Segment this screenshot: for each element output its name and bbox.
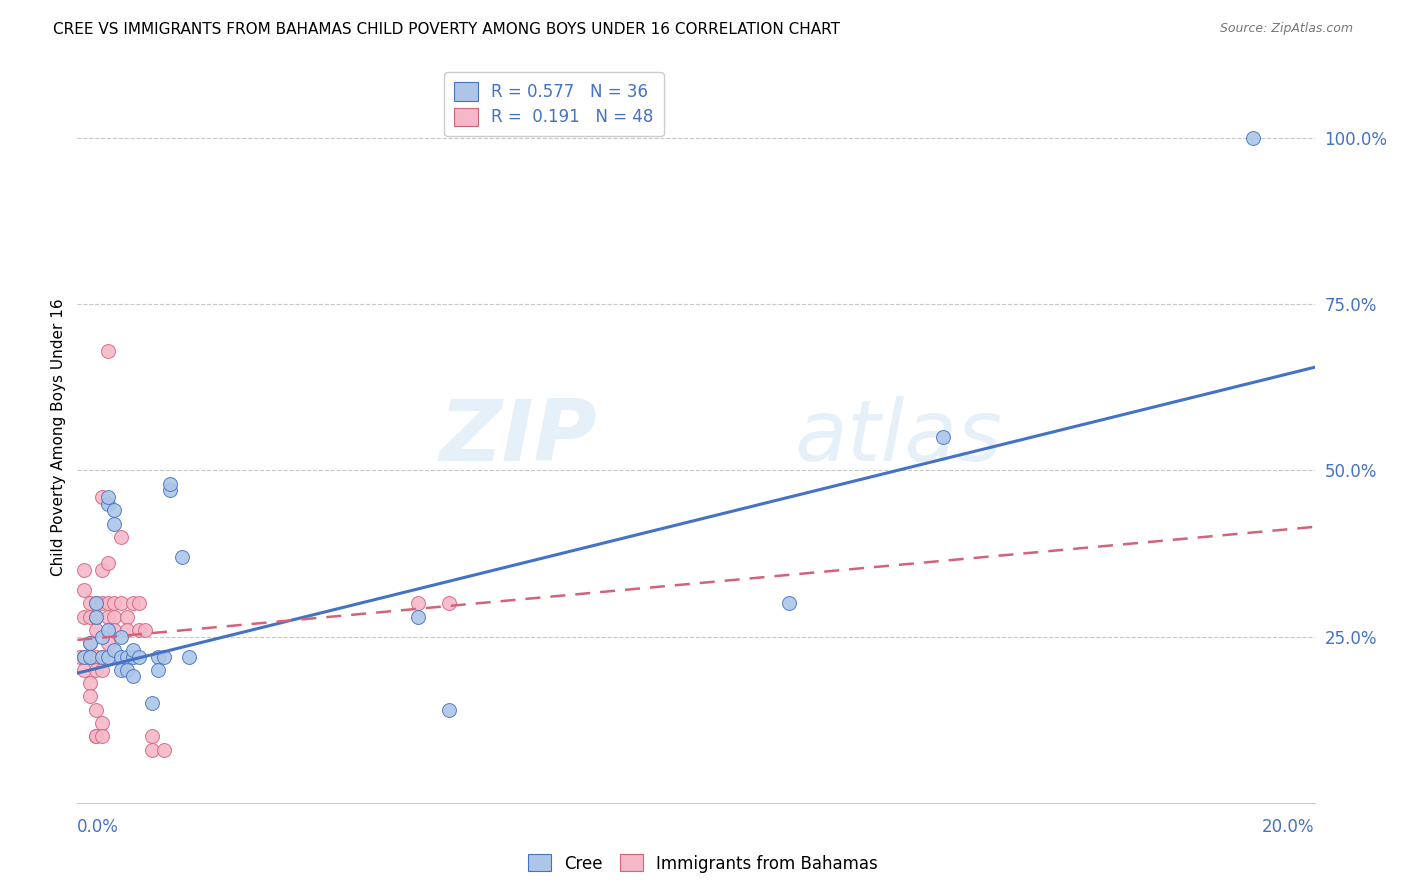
Point xyxy=(177,649,200,664)
Point xyxy=(84,703,107,717)
Point xyxy=(115,623,138,637)
Point xyxy=(778,596,800,610)
Text: CREE VS IMMIGRANTS FROM BAHAMAS CHILD POVERTY AMONG BOYS UNDER 16 CORRELATION CH: CREE VS IMMIGRANTS FROM BAHAMAS CHILD PO… xyxy=(53,22,841,37)
Legend: R = 0.577   N = 36, R =  0.191   N = 48: R = 0.577 N = 36, R = 0.191 N = 48 xyxy=(444,72,664,136)
Point xyxy=(1241,131,1264,145)
Point xyxy=(146,649,169,664)
Point xyxy=(141,729,163,743)
Point xyxy=(91,649,114,664)
Point xyxy=(110,530,132,544)
Point xyxy=(146,663,169,677)
Point xyxy=(115,663,138,677)
Point xyxy=(153,649,176,664)
Point xyxy=(79,636,101,650)
Point xyxy=(128,623,150,637)
Point xyxy=(84,596,107,610)
Point xyxy=(97,623,120,637)
Point xyxy=(84,729,107,743)
Point xyxy=(91,630,114,644)
Point xyxy=(97,557,120,571)
Point xyxy=(406,596,429,610)
Point xyxy=(122,643,145,657)
Point xyxy=(79,649,101,664)
Point xyxy=(110,630,132,644)
Text: Source: ZipAtlas.com: Source: ZipAtlas.com xyxy=(1219,22,1353,36)
Point xyxy=(79,609,101,624)
Point xyxy=(134,623,156,637)
Point xyxy=(72,582,94,597)
Point xyxy=(97,649,120,664)
Point xyxy=(159,476,181,491)
Text: ZIP: ZIP xyxy=(439,395,598,479)
Text: atlas: atlas xyxy=(794,395,1002,479)
Point xyxy=(72,609,94,624)
Point xyxy=(103,596,125,610)
Point xyxy=(79,636,101,650)
Point xyxy=(84,596,107,610)
Point xyxy=(159,483,181,498)
Point xyxy=(84,623,107,637)
Point xyxy=(128,596,150,610)
Point xyxy=(122,669,145,683)
Point xyxy=(103,516,125,531)
Point xyxy=(79,690,101,704)
Point xyxy=(84,609,107,624)
Point xyxy=(91,563,114,577)
Point xyxy=(84,609,107,624)
Point xyxy=(115,649,138,664)
Point xyxy=(103,623,125,637)
Point xyxy=(91,663,114,677)
Point xyxy=(84,649,107,664)
Point xyxy=(72,649,94,664)
Text: 20.0%: 20.0% xyxy=(1263,818,1315,836)
Point xyxy=(153,742,176,756)
Point xyxy=(97,343,120,358)
Point xyxy=(97,609,120,624)
Point xyxy=(110,649,132,664)
Point xyxy=(103,609,125,624)
Point xyxy=(91,649,114,664)
Point xyxy=(172,549,194,564)
Point xyxy=(72,563,94,577)
Point xyxy=(79,596,101,610)
Point xyxy=(141,742,163,756)
Point xyxy=(103,643,125,657)
Point xyxy=(97,596,120,610)
Point xyxy=(79,676,101,690)
Point xyxy=(437,596,460,610)
Legend: Cree, Immigrants from Bahamas: Cree, Immigrants from Bahamas xyxy=(522,847,884,880)
Point xyxy=(91,596,114,610)
Point xyxy=(437,703,460,717)
Point xyxy=(122,596,145,610)
Point xyxy=(72,663,94,677)
Point xyxy=(91,490,114,504)
Point xyxy=(110,596,132,610)
Point xyxy=(115,609,138,624)
Y-axis label: Child Poverty Among Boys Under 16: Child Poverty Among Boys Under 16 xyxy=(51,298,66,576)
Point xyxy=(97,490,120,504)
Point xyxy=(128,649,150,664)
Point xyxy=(84,663,107,677)
Point xyxy=(79,649,101,664)
Point xyxy=(84,729,107,743)
Point xyxy=(97,636,120,650)
Point xyxy=(141,696,163,710)
Point xyxy=(110,663,132,677)
Text: 0.0%: 0.0% xyxy=(77,818,120,836)
Point xyxy=(91,729,114,743)
Point xyxy=(72,649,94,664)
Point xyxy=(122,649,145,664)
Point xyxy=(91,716,114,731)
Point xyxy=(406,609,429,624)
Point xyxy=(932,430,955,444)
Point xyxy=(103,503,125,517)
Point xyxy=(69,649,91,664)
Point xyxy=(97,497,120,511)
